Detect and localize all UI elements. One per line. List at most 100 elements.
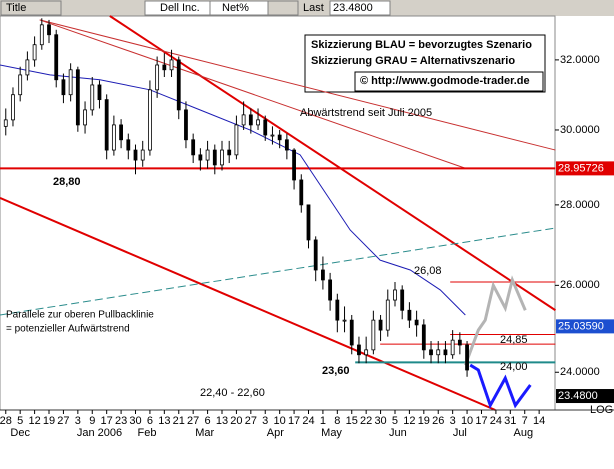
- month-label: Feb: [138, 427, 157, 439]
- x-tick-label: 26: [432, 415, 444, 427]
- candle-body: [414, 319, 419, 326]
- trend-line: [0, 197, 496, 411]
- month-label: May: [321, 427, 342, 439]
- trend-line: [463, 275, 527, 366]
- candle-body: [140, 149, 145, 161]
- candle-body: [75, 69, 80, 126]
- x-tick-label: 5: [392, 415, 398, 427]
- last-label: Last: [303, 2, 324, 14]
- candle-body: [18, 74, 23, 96]
- candle-body: [364, 349, 369, 356]
- x-tick-label: 19: [418, 415, 430, 427]
- candle-body: [393, 289, 397, 301]
- annotation: 26,08: [414, 265, 442, 277]
- annotation: 28,80: [53, 176, 81, 188]
- x-tick-label: 8: [334, 415, 340, 427]
- trend-line: [0, 227, 556, 316]
- month-label: Mar: [195, 427, 214, 439]
- x-tick-label: 14: [533, 415, 545, 427]
- copyright-frame: [354, 71, 544, 92]
- candle-body: [176, 59, 181, 111]
- x-tick-label: 3: [75, 415, 81, 427]
- x-tick-label: 28: [0, 415, 12, 427]
- annotation: 22,40 - 22,60: [200, 387, 265, 399]
- x-tick-label: 13: [216, 415, 228, 427]
- candle-body: [205, 149, 210, 161]
- price-marker: [556, 389, 614, 404]
- candle-body: [263, 119, 268, 136]
- candle-body: [104, 99, 109, 151]
- x-tick-label: 12: [403, 415, 415, 427]
- annotation: Parallele zur oberen Pullbacklinie: [6, 310, 154, 321]
- candle-body: [306, 204, 311, 241]
- candle-body: [184, 109, 188, 141]
- month-label: Dec: [10, 427, 30, 439]
- candle-body: [83, 109, 87, 126]
- candle-body: [148, 89, 152, 151]
- month-label: Jun: [389, 427, 407, 439]
- legend-text: Skizzierung GRAU = Alternativszenario: [311, 55, 515, 67]
- candle-body: [357, 344, 361, 356]
- x-tick-label: 20: [230, 415, 242, 427]
- candle-body: [292, 149, 296, 181]
- candle-body: [111, 124, 116, 151]
- x-tick-label: 24: [490, 415, 502, 427]
- x-tick-label: 3: [262, 415, 268, 427]
- x-tick-label: 30: [129, 415, 141, 427]
- x-tick-label: 30: [374, 415, 386, 427]
- x-tick-label: 23: [115, 415, 127, 427]
- x-tick-label: 17: [475, 415, 487, 427]
- x-tick-label: 6: [205, 415, 211, 427]
- candle-body: [162, 64, 167, 71]
- candle-body: [277, 134, 282, 141]
- moving-average: [0, 64, 466, 316]
- candle-body: [234, 124, 239, 156]
- x-tick-label: 24: [302, 415, 314, 427]
- candle-body: [155, 64, 160, 91]
- x-tick-label: 19: [43, 415, 55, 427]
- price-marker: [556, 161, 614, 176]
- price-marker: [556, 319, 614, 334]
- candle-body: [220, 149, 224, 166]
- annotation: Abwärtstrend seit Juli 2005: [300, 107, 432, 119]
- x-tick-label: 31: [504, 415, 516, 427]
- annotation: 24,00: [500, 361, 528, 373]
- x-tick-label: 6: [147, 415, 153, 427]
- x-tick-label: 10: [461, 415, 473, 427]
- trend-line: [39, 19, 466, 169]
- price-marker-label: 25.03590: [558, 320, 604, 332]
- candle-body: [198, 154, 203, 161]
- title-field[interactable]: [0, 0, 62, 16]
- x-tick-label: 12: [28, 415, 40, 427]
- candle-body: [97, 84, 102, 101]
- field-spacer: [267, 0, 299, 16]
- legend-box: [304, 34, 546, 93]
- candle-body: [39, 24, 44, 46]
- candle-body: [169, 59, 174, 71]
- symbol: Dell Inc.: [160, 2, 200, 14]
- candle-body: [61, 79, 66, 96]
- candle-body: [32, 44, 37, 61]
- annotation: = potenzieller Aufwärtstrend: [6, 324, 130, 335]
- candle-body: [3, 119, 8, 127]
- x-tick-label: 7: [522, 415, 528, 427]
- x-tick-label: 3: [450, 415, 456, 427]
- last-box: [329, 0, 391, 16]
- y-tick-label: 26.0000: [560, 279, 600, 291]
- candle-body: [256, 119, 260, 126]
- field-name: Net%: [222, 2, 249, 14]
- candle-body: [241, 114, 246, 126]
- candle-body: [407, 309, 412, 321]
- month-label: Aug: [513, 427, 533, 439]
- candle-body: [378, 319, 383, 331]
- candle-body: [119, 124, 123, 141]
- price-marker-label: 28.95726: [558, 162, 604, 174]
- x-tick-label: 27: [57, 415, 69, 427]
- trend-line: [469, 363, 532, 410]
- trend-line: [109, 15, 556, 312]
- candle-body: [335, 299, 340, 321]
- candle-body: [90, 84, 95, 111]
- candle-body: [299, 179, 304, 206]
- candle-body: [11, 94, 15, 121]
- candle-body: [450, 339, 455, 356]
